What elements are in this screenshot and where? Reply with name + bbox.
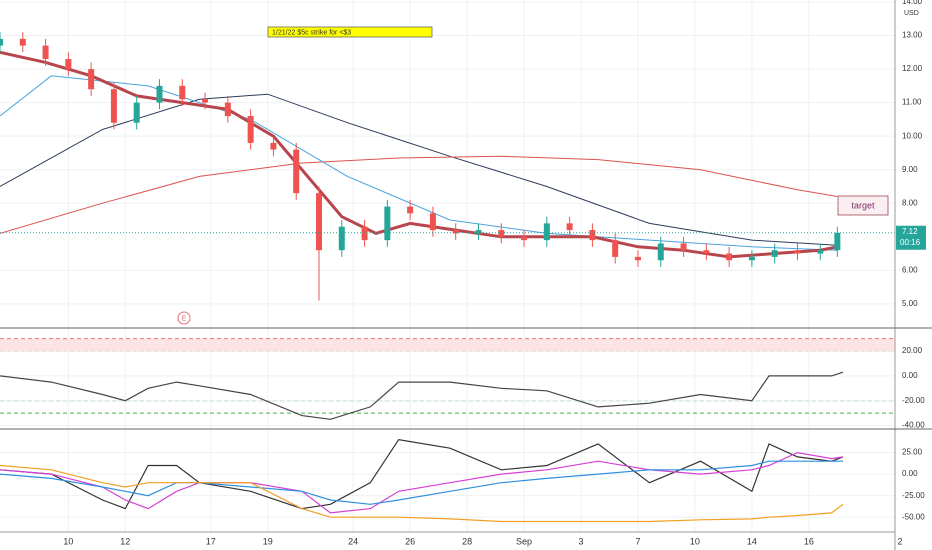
x-tick-label: 14 <box>747 536 757 546</box>
candle-body <box>110 89 117 123</box>
candle-body <box>703 250 710 254</box>
y-tick-label: 12.00 <box>902 64 923 73</box>
y-tick-label: 5.00 <box>902 299 918 308</box>
target-box <box>837 195 889 216</box>
candle-body <box>452 230 459 234</box>
candle-body <box>726 253 733 261</box>
candle-body <box>771 250 778 257</box>
x-tick-label: 26 <box>405 536 415 546</box>
indicator-line <box>0 464 844 523</box>
candle-body <box>589 230 596 241</box>
candle-body <box>247 116 254 143</box>
moving-average <box>0 93 838 246</box>
x-tick-label: 10 <box>63 536 73 546</box>
candle-body <box>407 206 414 214</box>
x-tick-label: 7 <box>635 536 640 546</box>
y-tick-label: -20.00 <box>902 396 925 405</box>
candle-body <box>680 243 687 251</box>
x-tick-label: 10 <box>690 536 700 546</box>
moving-average <box>0 50 838 259</box>
currency: USD <box>904 10 919 17</box>
candle-body <box>293 149 300 194</box>
candle-body <box>315 193 322 251</box>
candle-body <box>384 206 391 241</box>
candle-body <box>361 226 368 241</box>
indicator-line <box>0 371 844 420</box>
candle-body <box>498 230 505 237</box>
earnings-marker <box>177 311 191 325</box>
y-tick-label: 9.00 <box>902 165 918 174</box>
candle-body <box>179 85 186 100</box>
x-tick-label: 19 <box>263 536 273 546</box>
x-tick-label: 28 <box>462 536 472 546</box>
candle-body <box>794 250 801 254</box>
candle-body <box>748 256 755 261</box>
target-label: target <box>851 200 875 210</box>
candle-body <box>224 102 231 117</box>
candle-body <box>88 69 95 90</box>
y-tick-label: 6.00 <box>902 265 918 274</box>
y-tick-label: 13.00 <box>902 31 923 40</box>
candle-body <box>133 102 140 123</box>
x-tick-label: 2 <box>897 536 902 546</box>
indicator-line <box>0 460 843 505</box>
candle-body <box>42 45 49 60</box>
candle-body <box>475 230 482 234</box>
candle-body <box>429 213 436 231</box>
x-tick-label: 24 <box>348 536 358 546</box>
candle-body <box>338 226 345 251</box>
candle-body <box>202 99 209 103</box>
candle-body <box>817 250 824 254</box>
y-tick-label: 0.00 <box>902 469 918 478</box>
moving-average <box>0 155 838 234</box>
annotation: 1/21/22 $5c strike for <$3 <box>272 29 351 36</box>
candle-body <box>543 223 550 241</box>
y-tick-label: 8.00 <box>902 198 918 207</box>
y-tick-label: 14.00 <box>902 0 923 6</box>
plot <box>0 32 895 523</box>
candle-body <box>65 59 72 70</box>
candle-body <box>566 223 573 231</box>
y-tick-label: 20.00 <box>902 346 923 355</box>
x-tick-label: 12 <box>120 536 130 546</box>
y-tick-label: 25.00 <box>902 448 923 457</box>
candle-body <box>0 38 3 46</box>
candle-body <box>156 85 163 103</box>
y-tick-label: -40.00 <box>902 421 925 430</box>
x-tick-label: 3 <box>579 536 584 546</box>
x-tick-label: 16 <box>804 536 814 546</box>
candle-body <box>270 142 277 150</box>
x-tick-label: 17 <box>206 536 216 546</box>
y-tick-label: 11.00 <box>902 98 922 107</box>
y-tick-label: -25.00 <box>902 491 925 500</box>
candle-body <box>612 240 619 257</box>
countdown: 00:16 <box>900 238 921 247</box>
candle-body <box>834 232 841 251</box>
y-tick-label: 0.00 <box>902 371 918 380</box>
y-tick-label: 10.00 <box>902 131 923 140</box>
candle-body <box>521 236 528 241</box>
candle-body <box>634 256 641 261</box>
grid <box>0 0 895 532</box>
candle-body <box>657 243 664 261</box>
y-tick-label: -50.00 <box>902 512 925 521</box>
indicator-line <box>0 438 844 510</box>
last-price-label: 7.12 <box>902 227 918 236</box>
x-tick-label: Sep <box>516 536 532 546</box>
last-price-box <box>896 225 926 250</box>
indicator-line <box>0 451 844 514</box>
overbought-band <box>0 338 895 352</box>
earnings-label: E <box>182 315 187 322</box>
candle-body <box>19 38 26 46</box>
annotation-box <box>267 26 433 38</box>
